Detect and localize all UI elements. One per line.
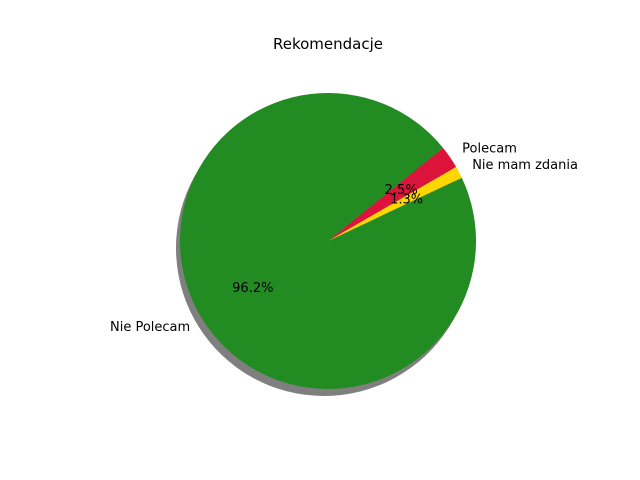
slice-percent-nie-polecam: 96.2% — [232, 281, 273, 296]
pie-labels: Polecam 2.5% Nie Polecam 96.2% Nie mam zdani… — [110, 141, 578, 335]
slice-percent-nie-mam-zdania: 1.3% — [390, 192, 423, 207]
chart-title: Rekomendacje — [273, 35, 383, 53]
slice-polecam — [328, 147, 457, 241]
slice-label-polecam: Polecam — [462, 141, 517, 156]
slice-label-nie-polecam: Nie Polecam — [110, 320, 190, 335]
slice-label-nie-mam-zdania: Nie mam zdania — [472, 158, 578, 173]
slice-nie-polecam — [180, 93, 477, 390]
pie-slices — [180, 93, 477, 390]
slice-percent-polecam: 2.5% — [385, 183, 418, 198]
slice-nie-mam-zdania — [328, 167, 462, 241]
